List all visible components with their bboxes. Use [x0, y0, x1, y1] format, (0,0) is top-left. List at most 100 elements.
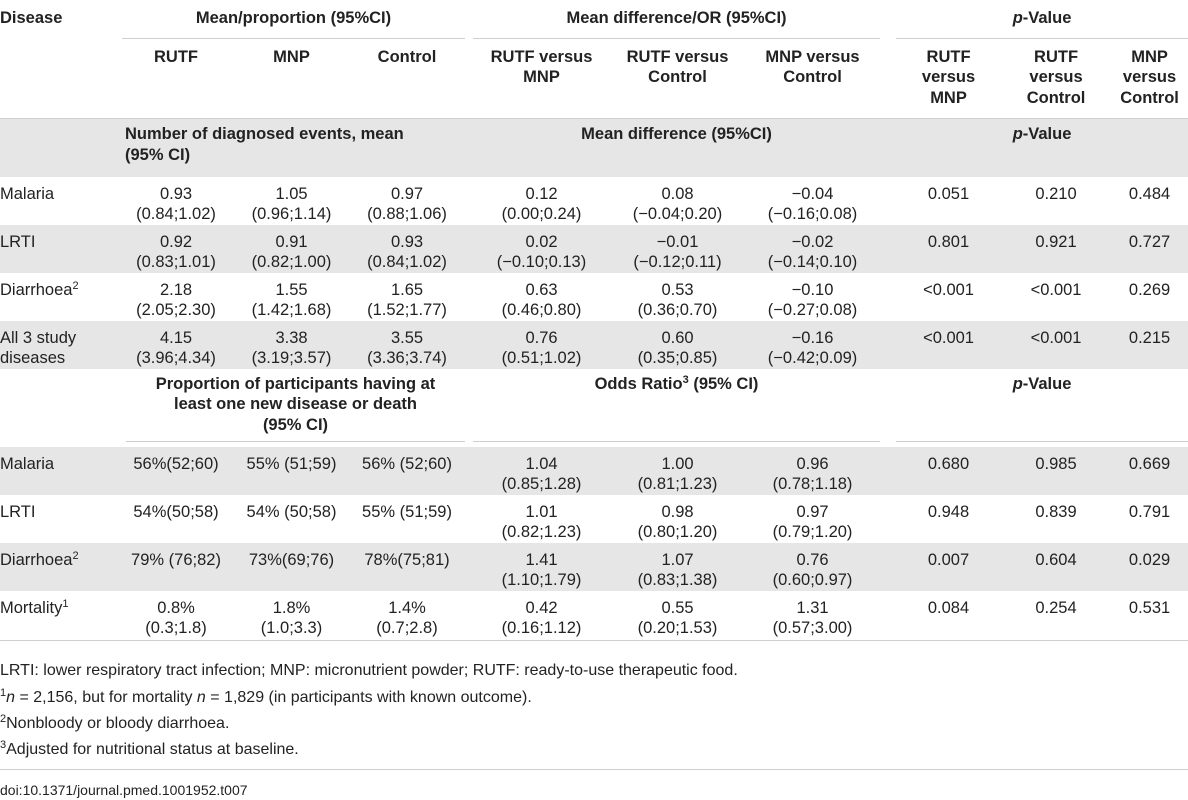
footnote-2: 2Nonbloody or bloody diarrhoea. — [0, 713, 230, 733]
results-table: Disease Mean/proportion (95%CI) Mean dif… — [0, 0, 1188, 641]
p-value-cell: 0.604 — [1035, 550, 1077, 569]
value-cell: 54%(50;58) — [133, 502, 219, 521]
p-value-cell: 0.269 — [1128, 280, 1171, 299]
section1-p-label: p-Value — [1012, 125, 1072, 143]
value-cell: 3.55 (3.36;3.74) — [367, 328, 447, 368]
value-cell: 0.98 (0.80;1.20) — [637, 502, 718, 542]
col-rutf: RUTF — [154, 47, 198, 66]
table-row: All 3 study diseases 4.15 (3.96;4.34) 3.38 (3… — [0, 320, 1188, 369]
value-cell: 78%(75;81) — [364, 550, 450, 569]
p-value-cell: <0.001 — [923, 280, 974, 299]
p-value-cell: 0.484 — [1128, 184, 1171, 203]
doi-label: doi:10.1371/journal.pmed.1001952.t007 — [0, 782, 248, 798]
footnote-1: 1n = 2,156, but for mortality n = 1,829 … — [0, 687, 532, 707]
table-row: Diarrhoea2 79% (76;82) 73%(69;76) 78%(75;81… — [0, 542, 1188, 591]
value-cell: 1.65 (1.52;1.77) — [367, 280, 447, 320]
p-value-cell: 0.215 — [1128, 328, 1171, 347]
section1-mean-label: Number of diagnosed events, mean (95% CI) — [125, 125, 404, 164]
value-cell: 0.93 (0.84;1.02) — [136, 184, 216, 224]
p-value-cell: 0.680 — [927, 454, 970, 473]
value-cell: 55% (51;59) — [246, 454, 337, 473]
value-cell: 1.31 (0.57;3.00) — [772, 598, 853, 638]
value-cell: 55% (51;59) — [362, 502, 452, 521]
p-value-cell: 0.007 — [927, 550, 970, 569]
disease-header: Disease — [0, 9, 63, 27]
p-value-cell: 0.791 — [1128, 502, 1171, 521]
value-cell: 0.76 (0.51;1.02) — [501, 328, 582, 368]
value-cell: 2.18 (2.05;2.30) — [136, 280, 216, 320]
disease-cell: Diarrhoea2 — [0, 549, 79, 569]
p-value-cell: 0.801 — [927, 232, 970, 251]
col-mnp-vs-control: MNP versus Control — [765, 47, 860, 87]
header-row-groups: Disease Mean/proportion (95%CI) Mean dif… — [0, 0, 1188, 39]
pvalue-group-header: p-Value — [896, 8, 1188, 39]
value-cell: 0.12 (0.00;0.24) — [501, 184, 582, 224]
section1-diff-label: Mean difference (95%CI) — [581, 125, 772, 143]
table-row: Malaria 56%(52;60) 55% (51;59) 56% (52;60) 1… — [0, 446, 1188, 495]
value-cell: 0.91 (0.82;1.00) — [251, 232, 332, 272]
mean-group-header: Mean/proportion (95%CI) — [122, 8, 465, 39]
value-cell: 0.63 (0.46;0.80) — [501, 280, 582, 320]
p-value-cell: <0.001 — [923, 328, 974, 347]
section2-header: Proportion of participants having at leas… — [0, 369, 1188, 447]
footer-divider — [0, 769, 1188, 770]
value-cell: −0.01 (−0.12;0.11) — [633, 232, 722, 272]
value-cell: 1.8% (1.0;3.3) — [260, 598, 323, 638]
section2-diff-label: Odds Ratio3 (95% CI) — [473, 374, 881, 442]
p-value-cell: <0.001 — [1030, 280, 1082, 299]
value-cell: −0.10 (−0.27;0.08) — [767, 280, 858, 320]
value-cell: 0.08 (−0.04;0.20) — [632, 184, 723, 224]
value-cell: −0.04 (−0.16;0.08) — [767, 184, 858, 224]
value-cell: 0.42 (0.16;1.12) — [501, 598, 582, 638]
p-value-cell: 0.948 — [927, 502, 970, 521]
value-cell: 79% (76;82) — [131, 550, 221, 569]
table-row: Malaria 0.93 (0.84;1.02) 1.05 (0.96;1.14) 0.9… — [0, 177, 1188, 225]
diff-group-header: Mean difference/OR (95%CI) — [473, 8, 881, 39]
value-cell: 0.96 (0.78;1.18) — [772, 454, 853, 494]
disease-cell: Malaria — [0, 184, 55, 203]
table-row: LRTI 54%(50;58) 54% (50;58) 55% (51;59) 1.01… — [0, 495, 1188, 543]
col-rutf-vs-control: RUTF versus Control — [626, 47, 729, 87]
value-cell: 56%(52;60) — [133, 454, 219, 473]
col-p-rutf-vs-control: RUTF versus Control — [1026, 47, 1086, 107]
p-value-cell: 0.531 — [1128, 598, 1171, 617]
p-value-cell: 0.254 — [1035, 598, 1077, 617]
disease-cell: All 3 study diseases — [0, 328, 77, 368]
value-cell: 54% (50;58) — [246, 502, 337, 521]
col-p-mnp-vs-control: MNP versus Control — [1120, 47, 1179, 107]
value-cell: 3.38 (3.19;3.57) — [251, 328, 332, 368]
p-value-cell: 0.029 — [1128, 550, 1171, 569]
value-cell: −0.16 (−0.42;0.09) — [767, 328, 858, 368]
header-row-columns: RUTF MNP Control RUTF versus MNP RUTF ver… — [0, 39, 1188, 119]
col-p-rutf-vs-mnp: RUTF versus MNP — [921, 47, 976, 107]
value-cell: 1.07 (0.83;1.38) — [637, 550, 718, 590]
disease-cell: Mortality1 — [0, 597, 69, 617]
p-value-cell: 0.210 — [1035, 184, 1077, 203]
value-cell: 1.4% (0.7;2.8) — [376, 598, 438, 638]
value-cell: −0.02 (−0.14;0.10) — [767, 232, 858, 272]
p-value-cell: 0.985 — [1035, 454, 1077, 473]
disease-cell: LRTI — [0, 502, 36, 521]
col-control: Control — [377, 47, 437, 66]
value-cell: 0.55 (0.20;1.53) — [637, 598, 718, 638]
p-value-cell: 0.727 — [1128, 232, 1171, 251]
value-cell: 4.15 (3.96;4.34) — [136, 328, 216, 368]
value-cell: 1.41 (1.10;1.79) — [501, 550, 582, 590]
value-cell: 0.97 (0.88;1.06) — [367, 184, 447, 224]
table-row: LRTI 0.92 (0.83;1.01) 0.91 (0.82;1.00) 0.93 (0… — [0, 224, 1188, 273]
table-row: Diarrhoea2 2.18 (2.05;2.30) 1.55 (1.42;1.68)… — [0, 273, 1188, 321]
disease-cell: LRTI — [0, 232, 36, 251]
p-value-cell: 0.669 — [1128, 454, 1171, 473]
value-cell: 0.60 (0.35;0.85) — [637, 328, 718, 368]
value-cell: 1.55 (1.42;1.68) — [251, 280, 332, 320]
col-mnp: MNP — [273, 47, 310, 66]
disease-cell: Malaria — [0, 454, 55, 473]
value-cell: 73%(69;76) — [248, 550, 335, 569]
value-cell: 0.93 (0.84;1.02) — [367, 232, 447, 272]
value-cell: 0.76 (0.60;0.97) — [772, 550, 853, 590]
value-cell: 0.92 (0.83;1.01) — [136, 232, 216, 272]
section2-mean-label: Proportion of participants having at leas… — [126, 374, 465, 442]
footnote-abbreviations: LRTI: lower respiratory tract infection;… — [0, 662, 738, 679]
table-row: Mortality1 0.8% (0.3;1.8) 1.8% (1.0;3.3) 1.4%… — [0, 591, 1188, 641]
value-cell: 1.05 (0.96;1.14) — [251, 184, 332, 224]
